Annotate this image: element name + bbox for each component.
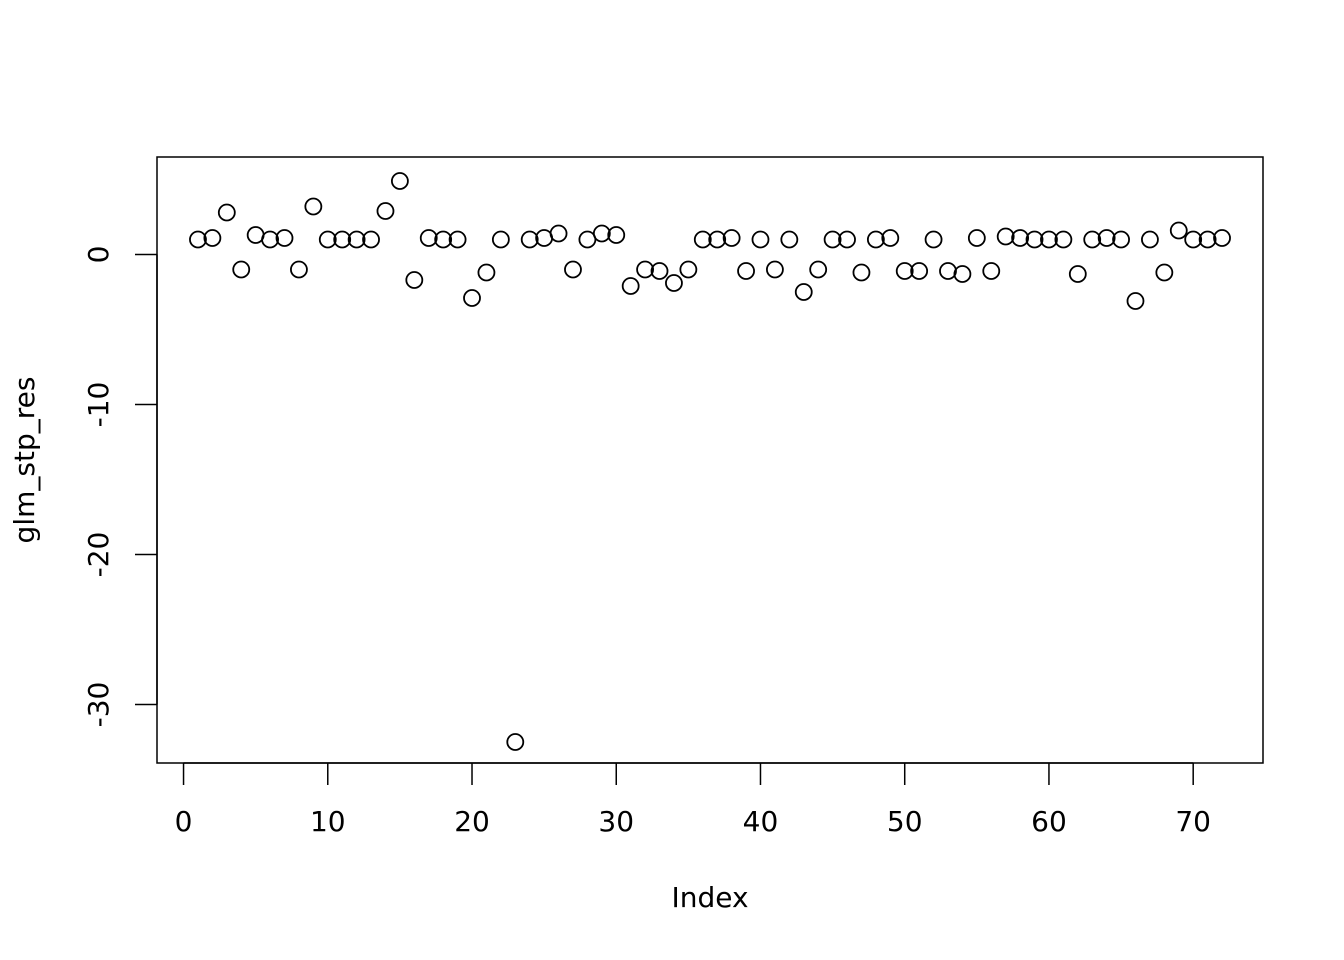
x-tick-label: 30: [598, 805, 634, 838]
point: [290, 260, 308, 279]
point: [592, 224, 611, 243]
point: [232, 260, 251, 279]
point: [866, 230, 885, 249]
point: [203, 229, 222, 247]
point: [506, 733, 525, 751]
point: [333, 230, 352, 249]
point: [939, 262, 957, 280]
point: [794, 283, 813, 301]
point: [693, 230, 712, 249]
point: [838, 230, 856, 249]
point: [448, 230, 467, 249]
point: [1184, 230, 1203, 249]
point: [881, 229, 900, 247]
x-tick-label: 60: [1031, 805, 1067, 838]
point: [564, 260, 582, 279]
x-tick-label: 10: [310, 805, 346, 838]
point: [362, 230, 380, 249]
x-tick-label: 70: [1175, 805, 1211, 838]
point: [1025, 230, 1044, 249]
point: [924, 230, 943, 249]
point: [275, 229, 294, 247]
point: [217, 203, 236, 222]
x-axis-label: Index: [671, 881, 748, 914]
point: [304, 197, 323, 216]
point: [477, 263, 496, 282]
point: [809, 260, 828, 279]
y-tick-label: -30: [82, 682, 115, 728]
point: [1097, 229, 1116, 247]
point: [650, 262, 669, 280]
x-tick-label: 40: [743, 805, 779, 838]
point: [463, 289, 481, 307]
point: [390, 172, 409, 190]
point: [376, 202, 395, 220]
y-tick-label: -20: [82, 532, 115, 578]
point: [1141, 230, 1159, 249]
point: [1054, 230, 1073, 249]
y-tick-label: 0: [82, 246, 115, 264]
point: [1040, 230, 1058, 249]
point: [967, 229, 986, 247]
point: [1011, 229, 1030, 247]
y-tick-label: -10: [82, 382, 115, 428]
y-axis-label: glm_stp_res: [8, 377, 41, 544]
point: [910, 262, 929, 280]
point: [636, 260, 654, 279]
point: [347, 230, 366, 249]
point: [751, 230, 770, 249]
point: [405, 271, 424, 289]
point: [189, 230, 207, 249]
point: [722, 229, 741, 247]
point: [318, 230, 337, 249]
point: [607, 226, 626, 244]
plot-box: [156, 156, 1264, 764]
point: [1198, 230, 1217, 249]
x-tick-label: 50: [887, 805, 923, 838]
x-tick-label: 20: [454, 805, 490, 838]
point: [1126, 292, 1145, 310]
point: [708, 230, 727, 249]
point: [737, 262, 755, 280]
point: [953, 265, 972, 283]
point: [1068, 265, 1087, 283]
point: [1083, 230, 1102, 249]
point: [1169, 221, 1188, 240]
point: [549, 224, 568, 243]
point: [665, 274, 683, 292]
point: [491, 230, 510, 249]
point: [261, 230, 279, 249]
point: [895, 262, 914, 280]
point: [823, 230, 842, 249]
point: [996, 227, 1015, 246]
point: [982, 262, 1001, 280]
point: [419, 229, 438, 247]
point: [679, 260, 698, 279]
point: [520, 230, 539, 249]
point: [434, 230, 453, 249]
point: [780, 230, 799, 249]
point: [1112, 230, 1130, 249]
point: [852, 263, 871, 282]
point: [766, 260, 784, 279]
point: [1213, 229, 1231, 247]
point: [1155, 263, 1174, 282]
point: [621, 277, 640, 295]
x-tick-label: 0: [175, 805, 193, 838]
